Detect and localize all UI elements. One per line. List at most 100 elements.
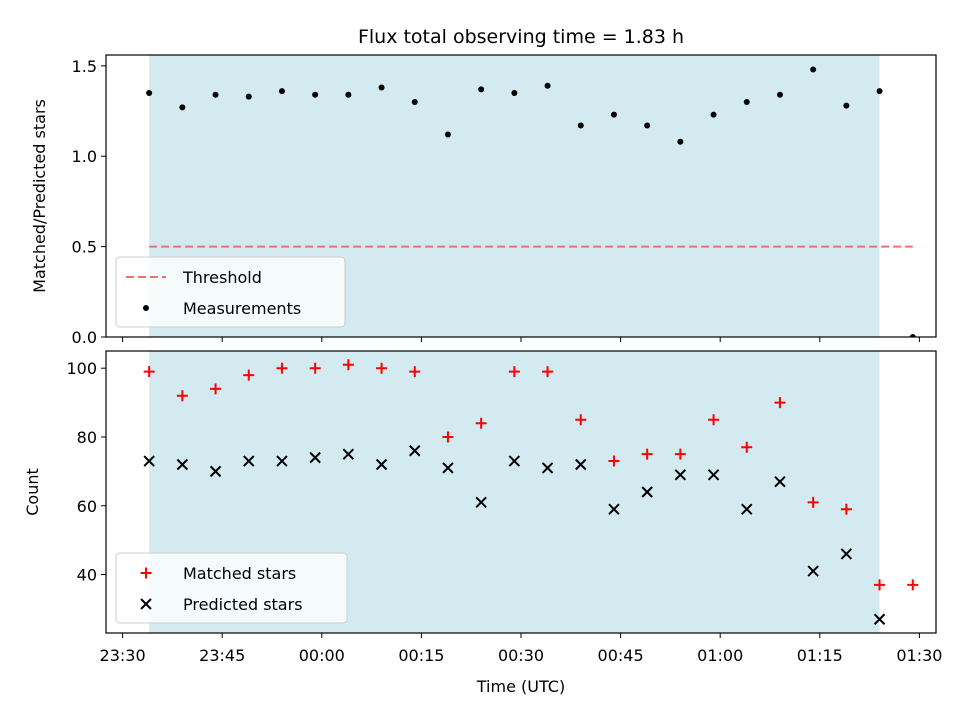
bottom-y-axis-label: Count: [23, 468, 42, 516]
measurement-point: [278, 88, 285, 95]
predicted-star-point: [674, 469, 687, 481]
measurement-point: [610, 111, 617, 118]
measurement-point: [677, 138, 684, 145]
y-tick-label: 0.0: [72, 328, 97, 347]
legend-label: Matched stars: [183, 564, 296, 583]
measurement-point: [909, 334, 916, 337]
measurement-point: [478, 86, 485, 93]
matched-star-point: [907, 579, 919, 591]
y-tick-label: 40: [77, 566, 97, 585]
legend-label: Threshold: [182, 268, 262, 287]
measurement-point: [577, 122, 584, 129]
x-tick-label: 00:15: [398, 646, 444, 665]
matched-star-point: [608, 455, 620, 467]
predicted-star-point: [575, 458, 587, 471]
y-tick-label: 1.0: [72, 147, 97, 166]
measurement-point: [876, 88, 883, 95]
matched-star-point: [475, 417, 487, 429]
predicted-star-point: [508, 455, 521, 467]
predicted-star-point: [707, 469, 720, 481]
predicted-star-point: [243, 455, 255, 467]
predicted-star-point: [807, 565, 819, 577]
matched-star-point: [176, 390, 188, 402]
x-tick-label: 00:45: [598, 646, 644, 665]
predicted-star-point: [541, 462, 554, 474]
matched-star-point: [376, 362, 388, 374]
legend-box: [115, 552, 348, 624]
predicted-star-point: [375, 458, 388, 471]
y-tick-label: 1.5: [72, 57, 97, 76]
legend-marker-swatch: [140, 598, 152, 610]
measurement-point: [511, 89, 518, 96]
x-tick-label: 23:45: [199, 646, 245, 665]
predicted-star-point: [608, 503, 620, 515]
x-tick-label: 00:00: [299, 646, 345, 665]
matched-star-point: [575, 414, 587, 426]
legend-label: Predicted stars: [183, 595, 303, 614]
predicted-star-point: [143, 455, 155, 467]
predicted-star-point: [774, 475, 786, 488]
y-tick-label: 0.5: [72, 238, 97, 257]
measurement-point: [212, 91, 219, 98]
predicted-star-point: [442, 462, 454, 474]
matched-star-point: [409, 366, 421, 378]
matched-star-point: [774, 397, 786, 409]
matched-star-point: [276, 362, 288, 374]
measurement-point: [378, 84, 385, 91]
matched-star-point: [674, 448, 686, 460]
measurement-point: [312, 91, 319, 98]
y-tick-label: 100: [66, 359, 97, 378]
measurement-point: [843, 102, 850, 109]
predicted-star-point: [840, 548, 853, 560]
predicted-star-point: [873, 613, 886, 625]
matched-star-point: [708, 414, 720, 426]
measurement-point: [411, 99, 418, 105]
x-tick-label: 01:15: [797, 646, 843, 665]
x-axis-label: Time (UTC): [476, 677, 565, 696]
matched-star-point: [508, 366, 520, 378]
predicted-star-point: [176, 458, 189, 471]
x-tick-label: 01:30: [896, 646, 942, 665]
measurement-point: [245, 93, 252, 100]
measurement-point: [776, 91, 783, 98]
measurement-point: [810, 66, 817, 73]
matched-star-point: [641, 448, 653, 460]
measurement-point: [743, 99, 750, 105]
matched-star-point: [442, 431, 454, 443]
predicted-star-point: [342, 448, 355, 460]
matched-star-point: [243, 369, 255, 381]
legend-box: [115, 256, 346, 328]
matched-star-point: [542, 366, 554, 378]
x-tick-label: 00:30: [498, 646, 544, 665]
measurement-point: [179, 104, 186, 111]
top-y-axis-label: Matched/Predicted stars: [30, 99, 49, 293]
measurement-point: [544, 82, 551, 89]
matched-star-point: [807, 496, 819, 508]
measurement-point: [146, 89, 153, 96]
predicted-star-point: [409, 445, 421, 457]
legend-marker-swatch: [140, 567, 152, 579]
matched-star-point: [741, 441, 753, 453]
matched-star-point: [342, 359, 354, 371]
y-tick-label: 80: [77, 428, 97, 447]
predicted-star-point: [641, 486, 653, 498]
legend-marker-swatch: [143, 305, 149, 311]
measurement-point: [345, 91, 352, 98]
matched-star-point: [143, 366, 155, 378]
legend-label: Measurements: [183, 299, 301, 318]
predicted-star-point: [309, 451, 321, 464]
predicted-star-point: [475, 496, 487, 509]
predicted-star-point: [741, 503, 753, 515]
x-tick-label: 01:00: [697, 646, 743, 665]
matched-star-point: [309, 362, 321, 374]
predicted-star-point: [276, 455, 288, 467]
x-tick-label: 23:30: [100, 646, 146, 665]
matched-star-point: [210, 383, 222, 395]
chart-title: Flux total observing time = 1.83 h: [358, 26, 684, 48]
matched-star-point: [874, 579, 886, 591]
measurement-point: [710, 111, 717, 118]
measurement-point: [444, 131, 451, 138]
y-tick-label: 60: [77, 497, 97, 516]
